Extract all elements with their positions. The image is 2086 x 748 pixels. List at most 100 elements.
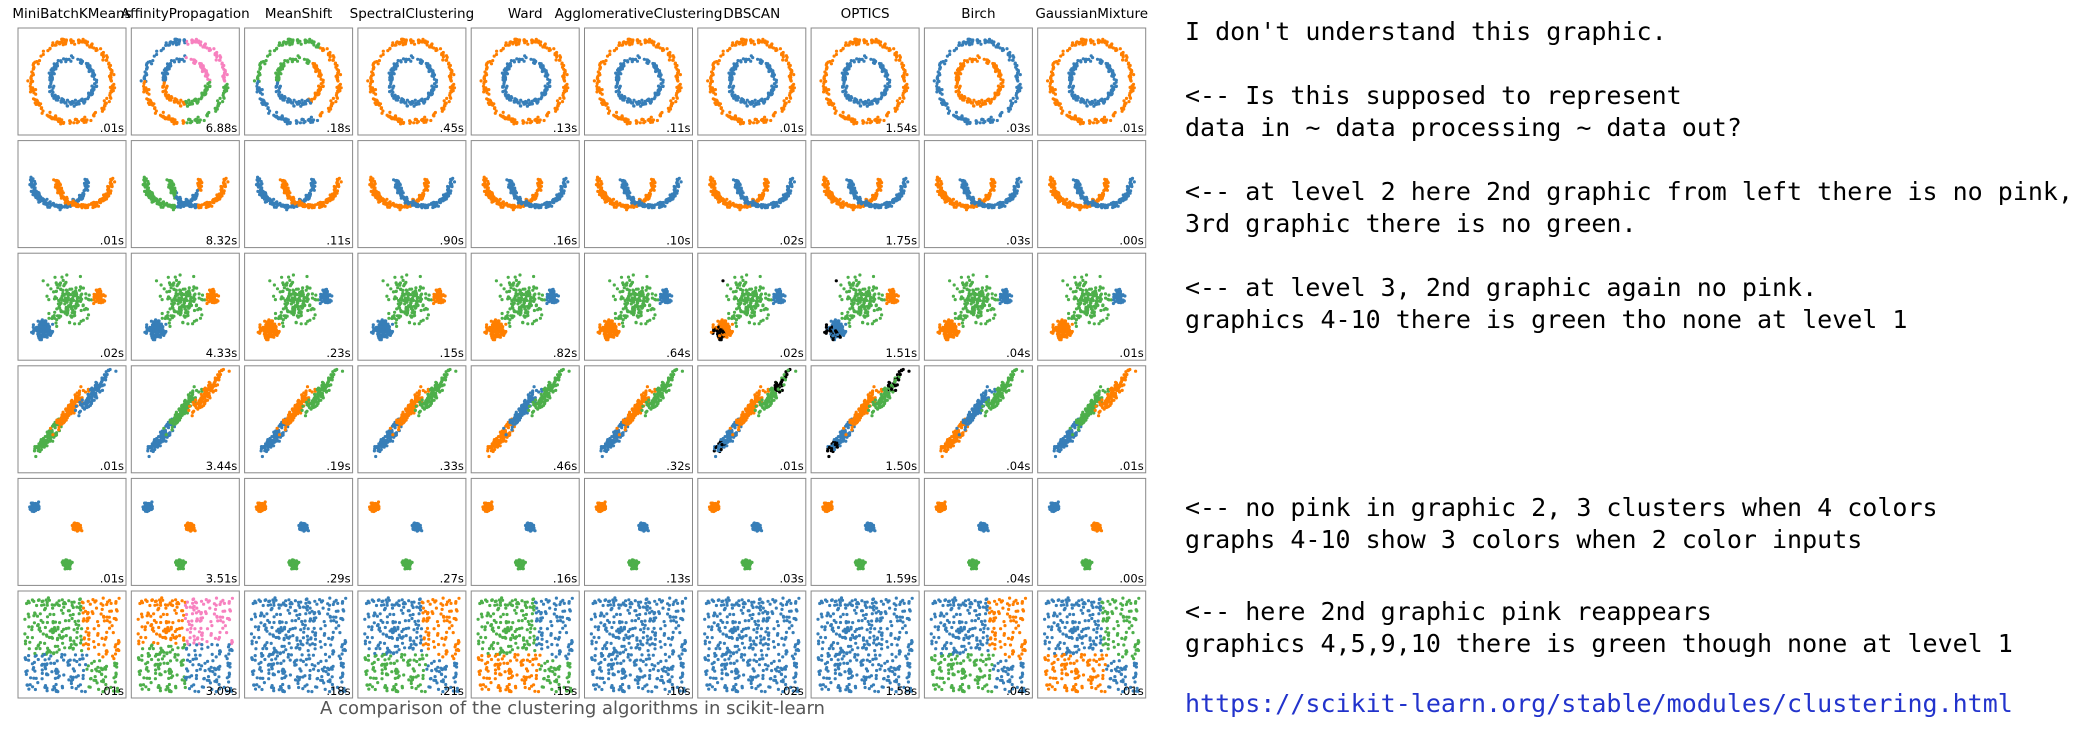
data-point — [845, 85, 848, 88]
data-point — [337, 86, 340, 89]
data-point — [788, 100, 791, 103]
data-point — [709, 77, 712, 80]
data-point — [485, 97, 488, 100]
data-point — [670, 104, 673, 107]
data-point — [279, 62, 282, 65]
data-point — [965, 41, 968, 44]
data-point — [564, 86, 567, 89]
data-point — [41, 198, 44, 201]
data-point — [843, 89, 846, 92]
data-point — [450, 70, 453, 73]
data-point — [672, 97, 675, 100]
data-point — [774, 49, 777, 52]
data-point — [411, 56, 414, 59]
data-point — [60, 193, 63, 196]
data-point — [853, 60, 856, 63]
data-point — [167, 66, 170, 69]
data-point — [819, 79, 822, 82]
data-point — [315, 45, 318, 48]
data-point — [510, 95, 513, 98]
data-point — [948, 50, 951, 53]
data-point — [37, 62, 40, 65]
data-point — [894, 108, 897, 111]
data-point — [679, 73, 682, 76]
data-point — [753, 43, 756, 46]
data-point — [487, 88, 490, 91]
data-point — [185, 101, 188, 104]
data-point — [210, 205, 213, 208]
data-point — [844, 44, 847, 47]
data-point — [208, 81, 211, 84]
data-point — [1058, 59, 1061, 62]
data-point — [1068, 47, 1071, 50]
data-point — [1017, 70, 1020, 73]
data-point — [1076, 95, 1079, 98]
data-point — [729, 82, 732, 85]
data-point — [876, 121, 879, 124]
data-point — [300, 43, 303, 46]
data-point — [761, 40, 764, 43]
data-point — [216, 99, 219, 102]
data-point — [332, 54, 335, 57]
data-point — [283, 59, 286, 62]
data-point — [1052, 97, 1055, 100]
data-point — [172, 41, 175, 44]
data-point — [279, 85, 282, 88]
data-point — [615, 111, 618, 114]
data-point — [320, 205, 323, 208]
data-point — [823, 77, 826, 80]
data-point — [80, 205, 83, 208]
data-point — [177, 40, 180, 43]
data-point — [330, 104, 333, 107]
data-point — [757, 39, 760, 42]
data-point — [163, 89, 166, 92]
data-point — [265, 59, 268, 62]
data-point — [53, 72, 56, 75]
data-point — [1127, 62, 1130, 65]
data-point — [877, 41, 880, 44]
data-point — [956, 82, 959, 85]
data-point — [942, 103, 945, 106]
data-point — [1100, 98, 1103, 101]
data-point — [999, 114, 1002, 117]
data-point — [760, 98, 763, 101]
data-point — [636, 120, 639, 123]
data-point — [961, 43, 964, 46]
data-point — [260, 61, 263, 64]
data-point — [181, 58, 184, 61]
data-point — [955, 85, 958, 88]
data-point — [147, 61, 150, 64]
data-point — [719, 55, 722, 58]
data-point — [426, 62, 429, 65]
data-point — [631, 60, 634, 63]
data-point — [1080, 100, 1083, 103]
data-point — [45, 202, 48, 205]
data-point — [219, 185, 222, 188]
data-point — [505, 94, 508, 97]
data-point — [306, 98, 309, 101]
data-point — [95, 81, 98, 84]
data-point — [1103, 116, 1106, 119]
data-point — [959, 72, 962, 75]
data-point — [988, 40, 991, 43]
data-point — [946, 55, 949, 58]
data-point — [668, 58, 671, 61]
data-point — [517, 60, 520, 63]
data-point — [512, 41, 515, 44]
data-point — [877, 98, 880, 101]
data-point — [153, 55, 156, 58]
data-point — [1087, 58, 1090, 61]
data-point — [619, 62, 622, 65]
data-point — [1014, 100, 1017, 103]
scatter-panel: .01s — [18, 141, 126, 248]
data-point — [307, 197, 310, 200]
data-point — [651, 41, 654, 44]
data-point — [630, 40, 633, 43]
data-point — [1097, 120, 1100, 123]
data-point — [266, 55, 269, 58]
data-point — [226, 180, 229, 183]
data-point — [34, 88, 37, 91]
data-point — [785, 54, 788, 57]
data-point — [1109, 93, 1112, 96]
data-point — [182, 120, 185, 123]
